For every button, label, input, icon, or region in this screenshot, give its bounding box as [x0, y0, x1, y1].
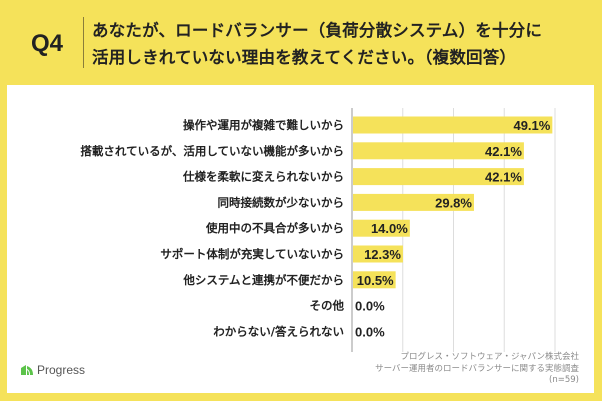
value-label: 0.0% [355, 324, 385, 339]
chart-panel: 操作や運用が複雑で難しいから搭載されているが、活用していない機能が多いから仕様を… [7, 85, 594, 393]
question-number: Q4 [30, 30, 63, 57]
bar [353, 142, 524, 160]
bar [353, 168, 524, 186]
source-note: プログレス・ソフトウェア・ジャパン株式会社 サーバー運用者のロードバランサーに関… [375, 352, 579, 387]
category-label: サポート体制が充実していないから [160, 247, 344, 261]
value-label: 10.5% [357, 273, 394, 288]
question-title: あなたが、ロードバランサー（負荷分散システム）を十分に 活用しきれていない理由を… [92, 21, 543, 67]
category-label: 同時接続数が少ないから [218, 195, 345, 209]
value-label: 42.1% [485, 170, 522, 185]
sample-size: (n=59) [549, 375, 579, 385]
category-label: 搭載されているが、活用していない機能が多いから [80, 144, 344, 158]
progress-logo: Progress [20, 363, 85, 377]
bar [353, 193, 474, 211]
progress-logo-icon [21, 365, 33, 375]
bar [353, 116, 553, 134]
category-label: 使用中の不具合が多いから [205, 221, 344, 235]
progress-logo-text: Progress [37, 363, 86, 377]
bar [353, 219, 410, 237]
category-label: 操作や運用が複雑で難しいから [183, 118, 344, 132]
value-label: 42.1% [485, 144, 522, 159]
bar [353, 245, 403, 263]
category-label: わからない/答えられない [213, 324, 344, 338]
value-label: 14.0% [371, 221, 408, 236]
bar [353, 271, 396, 289]
category-label: 他システムと連携が不便だから [182, 273, 344, 287]
category-label: 仕様を柔軟に変えられないから [182, 170, 344, 184]
bar-chart: 操作や運用が複雑で難しいから搭載されているが、活用していない機能が多いから仕様を… [80, 108, 556, 352]
value-label: 0.0% [355, 299, 385, 314]
source-company: プログレス・ソフトウェア・ジャパン株式会社 [400, 352, 579, 362]
value-label: 29.8% [435, 195, 472, 210]
value-label: 12.3% [364, 247, 401, 262]
value-label: 49.1% [513, 118, 550, 133]
category-label: その他 [310, 299, 345, 313]
source-survey: サーバー運用者のロードバランサーに関する実態調査 [375, 363, 579, 374]
header-divider [83, 17, 84, 68]
